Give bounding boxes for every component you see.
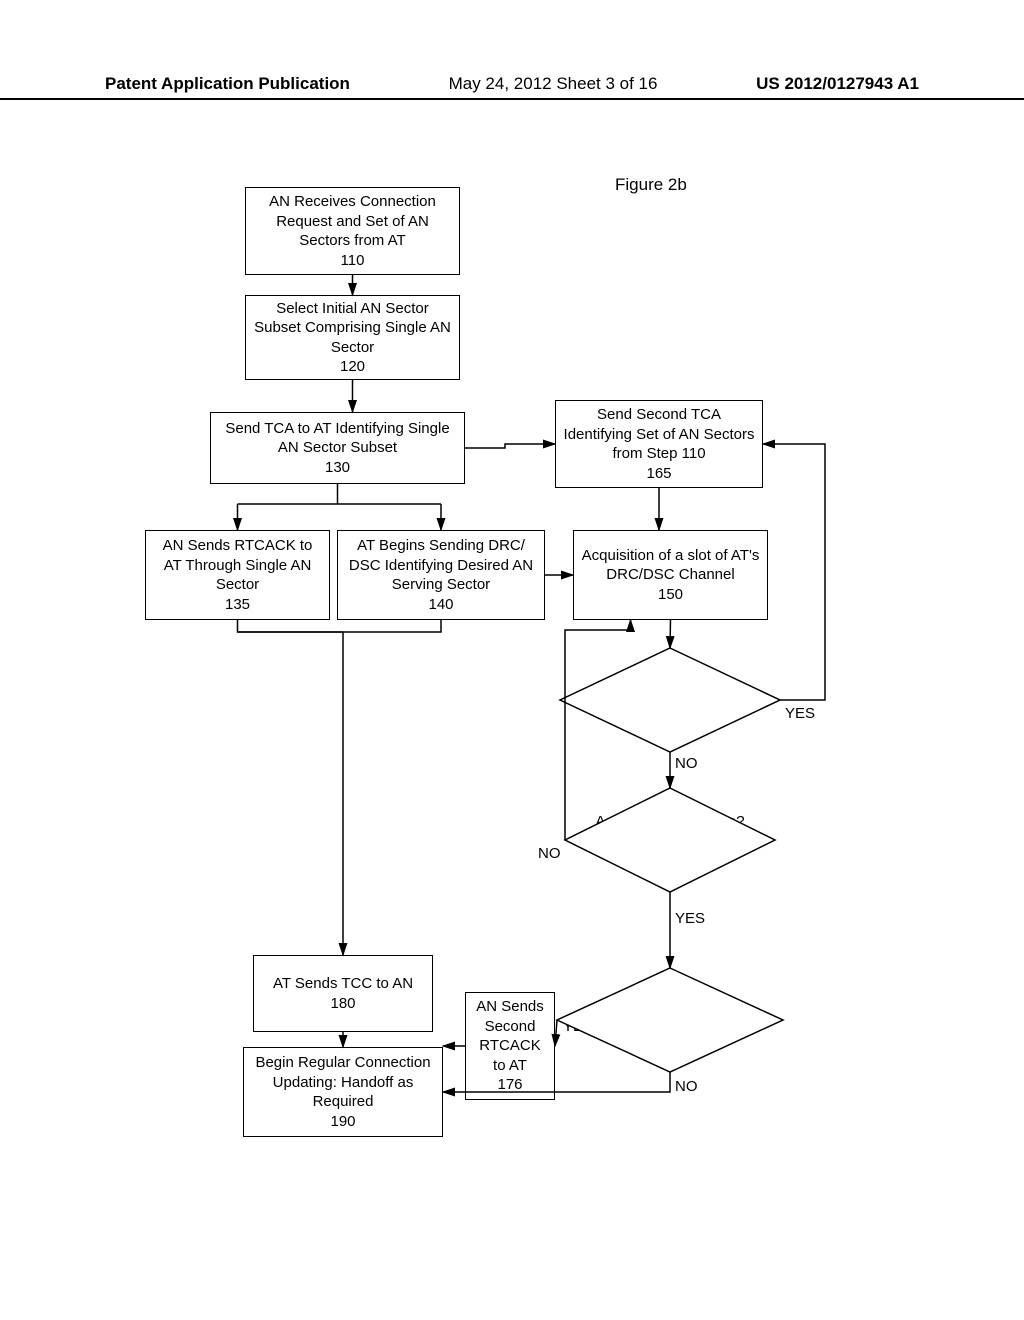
page-header: Patent Application Publication May 24, 2… xyxy=(0,74,1024,100)
header-center: May 24, 2012 Sheet 3 of 16 xyxy=(449,74,658,94)
flowchart-diagram: Figure 2b AN Receives Connection Request… xyxy=(145,175,915,1225)
connectors-svg xyxy=(145,175,915,1225)
header-right: US 2012/0127943 A1 xyxy=(756,74,919,94)
header-left: Patent Application Publication xyxy=(105,74,350,94)
